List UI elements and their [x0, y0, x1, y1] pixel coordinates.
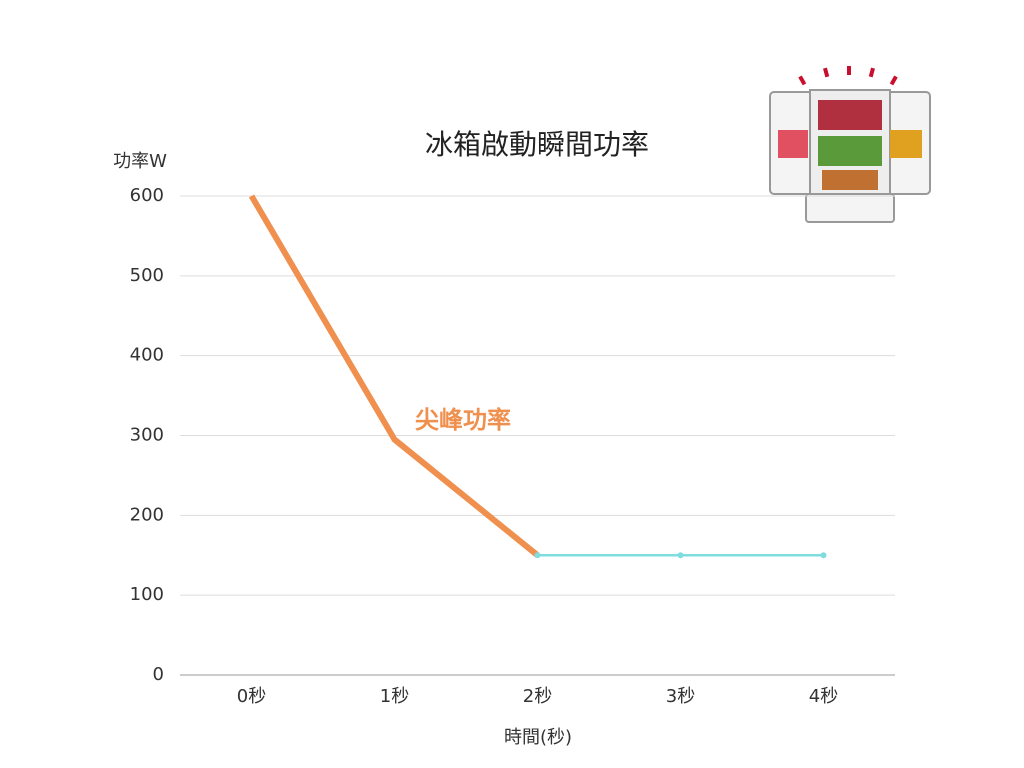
y-tick-label: 100	[130, 584, 164, 605]
y-tick-label: 0	[153, 664, 164, 685]
x-tick-label: 1秒	[380, 686, 409, 707]
x-tick-label: 3秒	[666, 686, 695, 707]
chart-title: 冰箱啟動瞬間功率	[425, 128, 649, 161]
x-tick-label: 2秒	[523, 686, 552, 707]
data-point	[534, 552, 541, 559]
y-tick-label: 600	[130, 185, 164, 206]
y-tick-label: 400	[130, 345, 164, 366]
data-point	[677, 552, 684, 559]
y-tick-label: 200	[130, 504, 164, 525]
y-tick-label: 300	[130, 425, 164, 446]
fridge-icon	[769, 66, 931, 223]
y-tick-label: 500	[130, 265, 164, 286]
x-tick-label: 4秒	[809, 686, 838, 707]
data-point	[820, 552, 827, 559]
data-line	[248, 194, 540, 558]
y-axis-label: 功率W	[113, 151, 167, 172]
x-axis-label: 時間(秒)	[504, 727, 572, 748]
x-tick-label: 0秒	[237, 686, 266, 707]
annotation: 尖峰功率	[415, 406, 511, 434]
